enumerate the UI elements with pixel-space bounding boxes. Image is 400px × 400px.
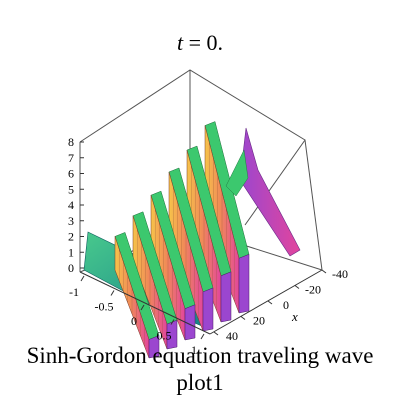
ridge	[168, 167, 214, 332]
ridge	[204, 121, 250, 314]
x-tick-mark	[294, 285, 300, 289]
z-tick-label: 1	[68, 245, 74, 259]
title-variable: t	[176, 30, 184, 55]
y-tick-label: -1	[69, 285, 79, 299]
y-tick-mark	[200, 333, 205, 340]
y-tick-mark	[80, 275, 85, 282]
chart-caption: Sinh-Gordon equation traveling wave plot…	[0, 342, 400, 396]
x-tick-label: 40	[226, 329, 238, 343]
z-tick-label: 5	[68, 182, 74, 196]
peak-spike	[239, 127, 301, 257]
x-tick-mark	[240, 316, 246, 320]
z-tick-label: 0	[68, 261, 74, 275]
box-front-right-edge	[209, 269, 323, 335]
x-tick-mark	[267, 300, 273, 305]
y-tick-label: 0.5	[157, 329, 172, 343]
z-tick-label: 3	[68, 214, 74, 228]
box-back-edges	[79, 69, 306, 226]
caption-line-2: plot1	[176, 370, 224, 395]
ridges	[114, 121, 250, 359]
ridge-side	[202, 287, 214, 332]
z-tick-label: 4	[68, 198, 74, 212]
ridge-side	[148, 335, 160, 359]
y-tick-label: -0.5	[95, 300, 114, 314]
ridge	[150, 190, 196, 341]
ridge	[132, 211, 178, 350]
x-tick-mark	[213, 331, 219, 336]
x-axis-label: x	[291, 309, 298, 324]
title-value: = 0.	[183, 30, 224, 55]
x-tick-label: 0	[283, 298, 289, 312]
ridge-side	[238, 253, 250, 314]
box-front-left-edge	[79, 271, 211, 335]
caption-line-1: Sinh-Gordon equation traveling wave	[26, 343, 374, 368]
x-tick-label: -40	[332, 267, 348, 281]
chart-title: t = 0.	[0, 30, 400, 56]
y-tick-mark	[140, 304, 145, 311]
box-right-vertical	[304, 139, 323, 271]
ridge-side	[184, 304, 196, 341]
y-tick-mark	[110, 290, 115, 296]
z-tick-label: 2	[68, 230, 74, 244]
z-tick-label: 8	[68, 135, 74, 149]
y-tick-mark	[170, 319, 175, 325]
peak-spike-green	[225, 149, 249, 197]
z-tick-label: 7	[68, 151, 74, 165]
x-tick-mark	[321, 269, 327, 274]
ridge-side	[220, 271, 232, 323]
x-tick-label: -20	[305, 283, 321, 297]
box-front	[79, 269, 323, 335]
y-axis: -1 -0.5 0 0.5 1	[69, 275, 205, 357]
z-tick-label: 6	[68, 167, 74, 181]
y-tick-label: 1	[191, 343, 197, 357]
x-axis: -40 -20 0 20 40	[213, 267, 348, 343]
ridge-side	[166, 319, 178, 350]
y-tick-label: 0	[131, 314, 137, 328]
x-tick-label: 20	[253, 314, 265, 328]
